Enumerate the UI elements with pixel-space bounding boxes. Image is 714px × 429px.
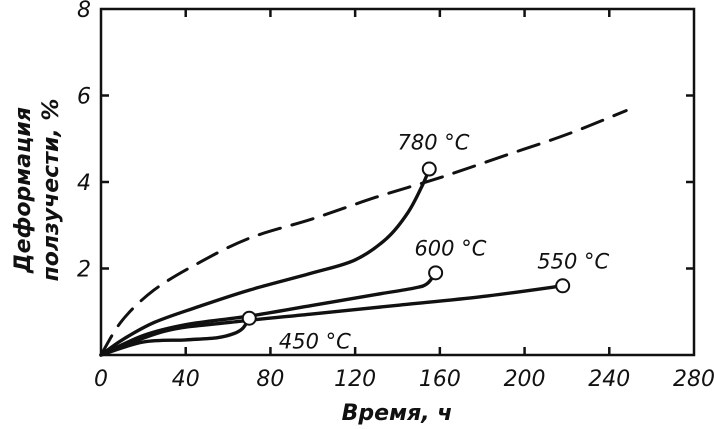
curve-label-600c: 600 °C (414, 237, 486, 261)
x-tick-label: 280 (673, 367, 714, 392)
x-tick-label: 240 (588, 367, 630, 392)
rupture-point-450c (241, 310, 257, 326)
axes (99, 7, 696, 357)
series-line-600c (99, 271, 438, 357)
y-tick-label: 6 (77, 85, 91, 110)
y-tick-label: 2 (77, 258, 91, 283)
curves (99, 109, 628, 357)
series-line-dashed (99, 109, 628, 357)
y-axis-title-line-1: Деформация (11, 107, 36, 274)
x-tick-label: 120 (334, 367, 376, 392)
curve-labels: 780 °C 600 °C 550 °C 450 °C (279, 131, 610, 354)
x-tick-label: 200 (504, 367, 546, 392)
y-tick-label: 8 (77, 0, 91, 23)
series-line-550c (99, 284, 565, 357)
x-axis-title: Время, ч (342, 401, 453, 426)
curve-label-550c: 550 °C (537, 250, 609, 274)
curve-label-780c: 780 °C (398, 131, 470, 155)
x-tick-label: 80 (256, 367, 284, 392)
curve-label-450c: 450 °C (279, 330, 351, 354)
x-tick-label: 40 (172, 367, 200, 392)
rupture-point-600c (428, 265, 444, 281)
rupture-markers (241, 161, 571, 326)
plot-frame (99, 7, 696, 357)
rupture-point-550c (555, 278, 571, 294)
y-ticks: 2 4 6 8 (77, 0, 694, 283)
y-axis-title-line-2: ползучести, % (39, 99, 64, 282)
x-tick-label: 0 (94, 367, 108, 392)
series-line-450c (99, 316, 251, 357)
series-line-780c (99, 167, 431, 357)
x-tick-label: 160 (419, 367, 461, 392)
rupture-point-780c (421, 161, 437, 177)
x-ticks: 0 40 80 120 160 200 240 280 (94, 9, 714, 392)
y-tick-label: 4 (77, 171, 91, 196)
